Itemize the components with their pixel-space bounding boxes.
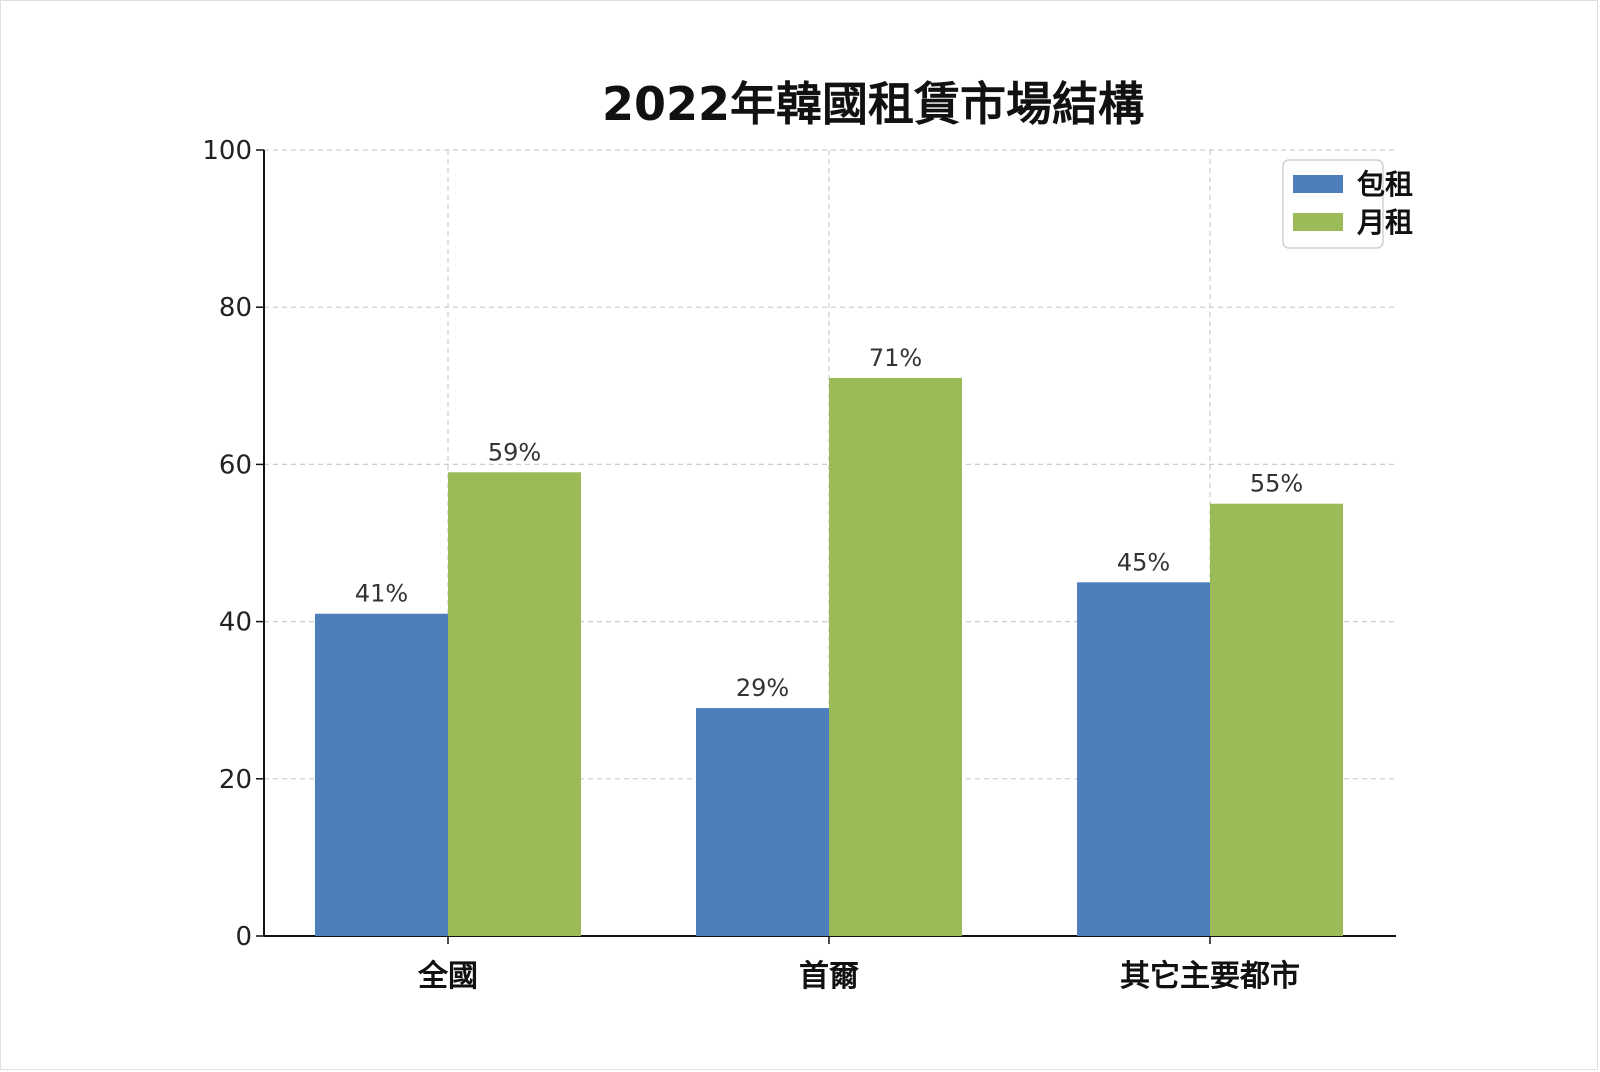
y-tick-label: 60: [219, 450, 252, 480]
y-tick-label: 0: [235, 922, 252, 952]
y-tick-label: 100: [202, 136, 252, 166]
bar-value-label: 41%: [355, 580, 408, 608]
bar-value-label: 55%: [1250, 470, 1303, 498]
bar-yuezu: [1210, 503, 1343, 936]
legend-swatch: [1293, 213, 1343, 231]
bar-baozu: [315, 613, 448, 936]
grid: [264, 149, 1396, 936]
y-axis-ticks: 0 20 40 60 80 100: [202, 136, 264, 952]
y-tick-label: 40: [219, 608, 252, 638]
bar-value-label: 59%: [488, 438, 541, 466]
bar-yuezu: [448, 472, 581, 936]
bars: [315, 377, 1343, 936]
legend-label: 月租: [1356, 206, 1413, 239]
y-tick-label: 20: [219, 765, 252, 795]
bar-value-label: 71%: [869, 344, 922, 372]
y-tick-label: 80: [219, 293, 252, 323]
legend-label: 包租: [1357, 168, 1413, 201]
bar-baozu: [1077, 582, 1210, 936]
bar-labels: 41% 29% 45% 59% 71% 55%: [355, 344, 1303, 702]
bar-value-label: 45%: [1117, 548, 1170, 576]
x-tick-label: 首爾: [799, 959, 859, 994]
bar-baozu: [696, 708, 829, 936]
x-tick-label: 全國: [417, 959, 478, 994]
chart-title: 2022年韓國租賃市場結構: [602, 77, 1144, 131]
bar-yuezu: [829, 377, 962, 936]
bar-value-label: 29%: [736, 674, 789, 702]
legend-swatch: [1293, 175, 1343, 193]
x-tick-label: 其它主要都市: [1120, 959, 1300, 994]
x-axis-ticks: 全國 首爾 其它主要都市: [417, 936, 1300, 994]
